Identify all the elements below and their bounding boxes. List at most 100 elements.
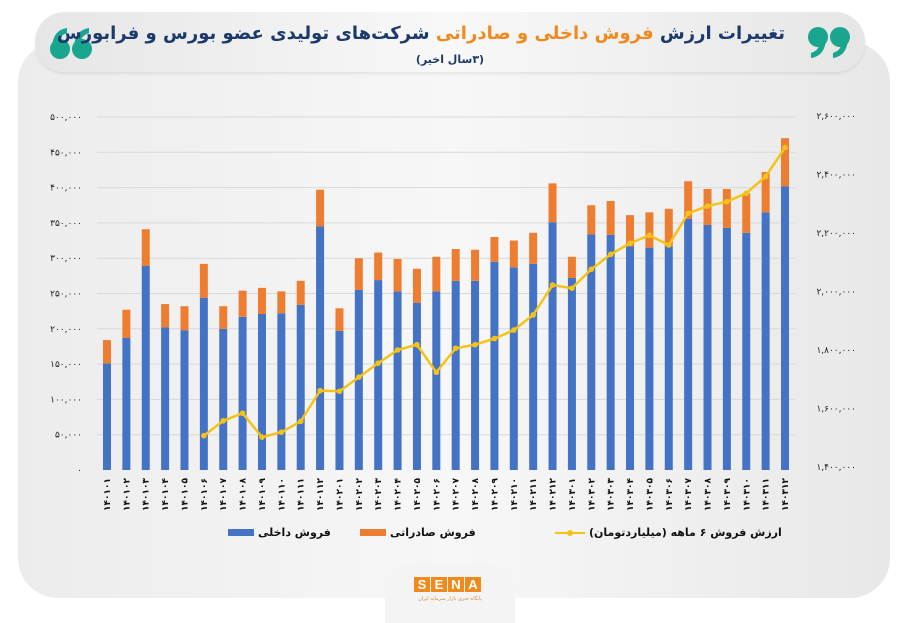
bar-export xyxy=(219,306,228,329)
bar-export xyxy=(626,215,635,247)
line-point xyxy=(414,341,420,348)
bar-export xyxy=(316,189,325,227)
bar-domestic xyxy=(490,261,499,470)
y-left-tick-label: ۰ xyxy=(77,466,82,476)
line-point xyxy=(685,210,691,217)
legend-line-icon xyxy=(555,529,585,536)
bar-export xyxy=(471,249,480,281)
bar-export xyxy=(412,268,421,303)
line-point xyxy=(259,434,265,440)
x-tick-label: ۱۴۰۲۰۲ xyxy=(355,478,365,511)
bar-domestic xyxy=(277,313,286,470)
line-point xyxy=(607,251,614,258)
logo-letter: A xyxy=(465,577,481,592)
bar-domestic xyxy=(645,247,654,470)
bar-export xyxy=(199,263,208,298)
y-left-tick-label: ۳۰۰,۰۰۰ xyxy=(50,254,82,264)
logo-letter: E xyxy=(431,577,447,592)
bar-export xyxy=(722,189,731,228)
x-tick-label: ۱۴۰۳۰۸ xyxy=(704,478,714,511)
bar-domestic xyxy=(335,330,344,470)
legend-label-line: ارزش فروش ۶ ماهه (میلیاردتومان) xyxy=(589,526,782,539)
line-point xyxy=(433,369,440,376)
legend-item-export: فروش صادراتی xyxy=(360,526,476,539)
line-point xyxy=(239,410,246,416)
y-left-tick-label: ۵۰,۰۰۰ xyxy=(55,431,82,441)
bar-domestic xyxy=(722,227,731,470)
bar-export xyxy=(296,280,305,305)
bar-domestic xyxy=(626,246,635,470)
x-tick-label: ۱۴۰۲۱۱ xyxy=(529,478,539,511)
bar-domestic xyxy=(393,291,402,470)
y-left-tick-label: ۵۰۰,۰۰۰ xyxy=(50,113,82,123)
line-point xyxy=(782,144,788,151)
line-point xyxy=(549,282,556,288)
line-point xyxy=(375,360,382,366)
bar-export xyxy=(122,309,131,338)
line-point xyxy=(743,190,750,197)
line-point xyxy=(452,345,459,352)
bar-domestic xyxy=(587,234,596,470)
x-tick-label: ۱۴۰۲۰۳ xyxy=(374,478,384,511)
title-part1: تغییرات ارزش xyxy=(653,23,785,44)
logo-letter: N xyxy=(448,577,464,592)
x-tick-label: ۱۴۰۳۰۶ xyxy=(665,478,675,511)
bar-export xyxy=(761,172,770,213)
logo-letter: S xyxy=(414,577,430,592)
y-right-tick-label: ۱,۴۰۰,۰۰۰ xyxy=(816,463,856,473)
x-tick-label: ۱۴۰۲۰۶ xyxy=(432,478,442,511)
line-point xyxy=(201,432,207,439)
y-right-tick-label: ۲,۴۰۰,۰۰۰ xyxy=(816,171,856,181)
line-point xyxy=(278,429,285,435)
title-bar: تغییرات ارزش فروش داخلی و صادراتی شرکت‌ه… xyxy=(35,12,865,72)
bar-export xyxy=(529,232,538,264)
bar-domestic xyxy=(742,232,751,470)
bar-export xyxy=(548,183,557,223)
bar-domestic xyxy=(161,327,170,470)
x-tick-label: ۱۴۰۲۱۰ xyxy=(510,478,520,511)
y-left-tick-label: ۲۰۰,۰۰۰ xyxy=(50,325,82,335)
y-right-tick-label: ۱,۶۰۰,۰۰۰ xyxy=(816,405,856,415)
x-tick-label: ۱۴۰۱۰۷ xyxy=(219,478,229,511)
line-point xyxy=(394,347,401,353)
line-point xyxy=(297,418,304,425)
x-tick-label: ۱۴۰۲۰۷ xyxy=(452,478,462,511)
y-right-tick-label: ۱,۸۰۰,۰۰۰ xyxy=(816,346,856,356)
x-tick-label: ۱۴۰۲۰۵ xyxy=(413,478,423,511)
line-point xyxy=(704,203,711,209)
bar-export xyxy=(606,201,615,235)
x-tick-label: ۱۴۰۱۰۱ xyxy=(103,478,113,511)
bar-export xyxy=(567,256,576,278)
bar-export xyxy=(490,237,499,262)
bar-domestic xyxy=(257,313,266,470)
bar-export xyxy=(141,229,150,266)
bar-domestic xyxy=(238,316,247,470)
x-tick-label: ۱۴۰۱۰۳ xyxy=(142,478,152,511)
bar-export xyxy=(781,138,789,187)
bar-domestic xyxy=(664,246,673,470)
bar-domestic xyxy=(432,291,441,470)
line-point xyxy=(491,335,498,342)
x-tick-label: ۱۴۰۲۱۲ xyxy=(549,478,559,511)
bar-domestic xyxy=(141,265,150,470)
legend-swatch-domestic xyxy=(228,529,254,536)
chart-subtitle: (۳سال اخیر) xyxy=(415,53,485,66)
logo-tab xyxy=(385,563,515,623)
bar-domestic xyxy=(684,218,693,470)
x-tick-label: ۱۴۰۳۰۵ xyxy=(645,478,655,511)
legend-item-line: ارزش فروش ۶ ماهه (میلیاردتومان) xyxy=(555,526,782,539)
x-tick-label: ۱۴۰۲۰۸ xyxy=(471,478,481,511)
title-highlight: فروش داخلی و صادراتی xyxy=(435,23,654,44)
legend-label-domestic: فروش داخلی xyxy=(258,526,331,539)
bar-export xyxy=(645,212,654,248)
line-point xyxy=(356,374,362,381)
bar-export xyxy=(587,205,596,235)
x-tick-label: ۱۴۰۱۰۹ xyxy=(258,478,268,511)
bar-domestic xyxy=(180,330,189,470)
logo-subtitle: پایگاه خبری بازار سرمایه ایران xyxy=(418,596,482,602)
bar-domestic xyxy=(374,280,383,470)
x-tick-label: ۱۴۰۳۰۱ xyxy=(568,478,578,511)
quote-open-icon xyxy=(50,28,92,59)
